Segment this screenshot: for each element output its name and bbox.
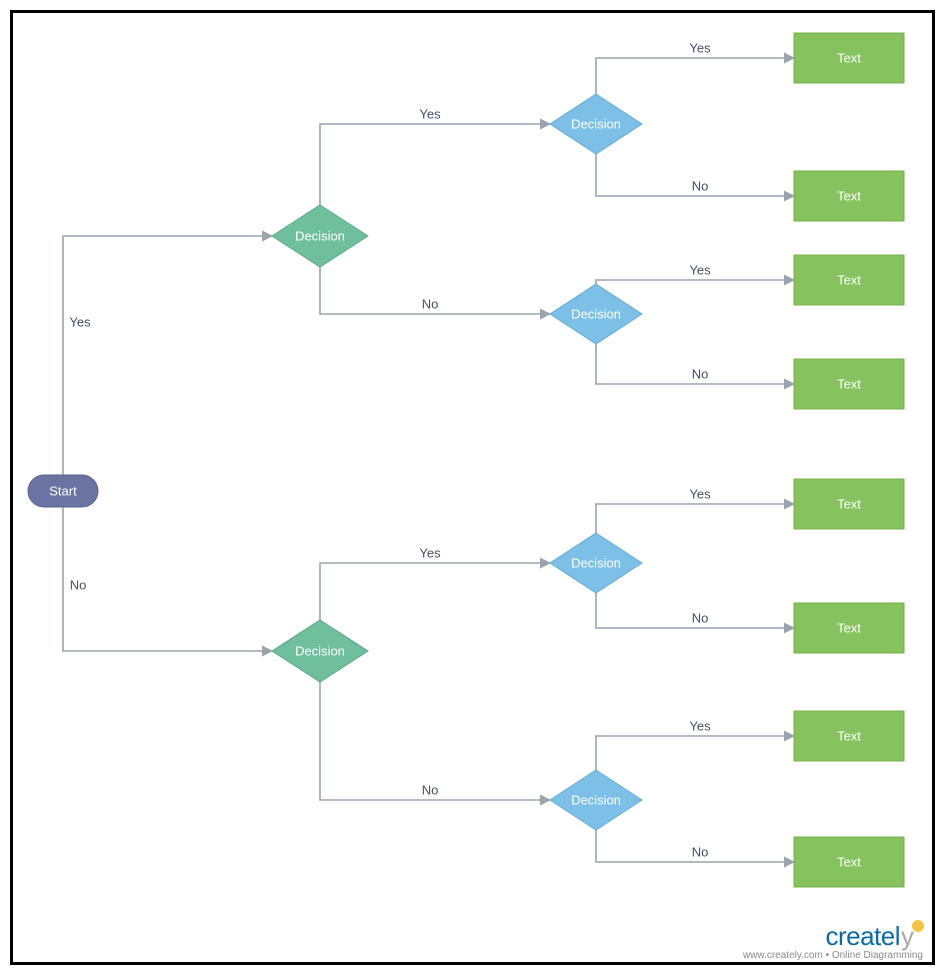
node-label-o2: Text: [837, 189, 861, 204]
edge-d2-d2y: [320, 563, 550, 620]
edge-label-start-d1: Yes: [69, 315, 91, 330]
node-o4: Text: [794, 359, 904, 409]
edge-label-start-d2: No: [70, 578, 87, 593]
node-d2y: Decision: [550, 533, 642, 593]
edge-label-d1-d1n: No: [422, 297, 439, 312]
edge-label-d2-d2y: Yes: [419, 546, 441, 561]
node-o3: Text: [794, 255, 904, 305]
node-label-d2n: Decision: [571, 793, 621, 808]
edge-label-d2n-o8: No: [692, 845, 709, 860]
node-label-d2y: Decision: [571, 556, 621, 571]
node-d1n: Decision: [550, 284, 642, 344]
node-d1y: Decision: [550, 94, 642, 154]
node-label-o1: Text: [837, 51, 861, 66]
node-label-o3: Text: [837, 273, 861, 288]
node-label-d2: Decision: [295, 644, 345, 659]
edge-label-d1y-o2: No: [692, 179, 709, 194]
edge-label-d2n-o7: Yes: [689, 719, 711, 734]
node-o7: Text: [794, 711, 904, 761]
edge-d1y-o1: [596, 58, 794, 94]
edge-d1n-o3: [596, 280, 794, 284]
diagram-canvas: Yes No Yes No Yes No Yes No Yes No Yes No Yes No Star…: [0, 0, 945, 975]
edge-label-d1n-o4: No: [692, 367, 709, 382]
edge-label-d2y-o5: Yes: [689, 487, 711, 502]
edge-label-d1y-o1: Yes: [689, 41, 711, 56]
node-o1: Text: [794, 33, 904, 83]
edge-label-d2y-o6: No: [692, 611, 709, 626]
node-label-o7: Text: [837, 729, 861, 744]
edge-label-d1n-o3: Yes: [689, 263, 711, 278]
edge-d2y-o5: [596, 504, 794, 533]
flowchart-svg: Yes No Yes No Yes No Yes No Yes No Yes No Yes No Star…: [0, 0, 945, 975]
node-label-d1n: Decision: [571, 307, 621, 322]
edge-d1-d1y: [320, 124, 550, 205]
lightbulb-icon: [913, 921, 923, 931]
edge-d2n-o7: [596, 736, 794, 770]
brand-suffix: y: [901, 923, 914, 949]
edge-start-d1: [63, 236, 272, 475]
node-o5: Text: [794, 479, 904, 529]
node-label-o6: Text: [837, 621, 861, 636]
edge-label-d2-d2n: No: [422, 783, 439, 798]
footer-tagline: www.creately.com • Online Diagramming: [743, 951, 923, 961]
node-d2n: Decision: [550, 770, 642, 830]
node-d2: Decision: [272, 620, 368, 682]
node-start: Start: [28, 475, 98, 507]
node-d1: Decision: [272, 205, 368, 267]
node-label-start: Start: [49, 484, 77, 499]
node-label-d1: Decision: [295, 229, 345, 244]
edge-label-d1-d1y: Yes: [419, 107, 441, 122]
node-label-d1y: Decision: [571, 117, 621, 132]
node-o6: Text: [794, 603, 904, 653]
edge-start-d2: [63, 507, 272, 651]
node-label-o5: Text: [837, 497, 861, 512]
node-o8: Text: [794, 837, 904, 887]
node-label-o4: Text: [837, 377, 861, 392]
node-o2: Text: [794, 171, 904, 221]
brand-name: createl: [825, 923, 900, 949]
node-label-o8: Text: [837, 855, 861, 870]
footer-branding: creately www.creately.com • Online Diagr…: [743, 921, 923, 961]
